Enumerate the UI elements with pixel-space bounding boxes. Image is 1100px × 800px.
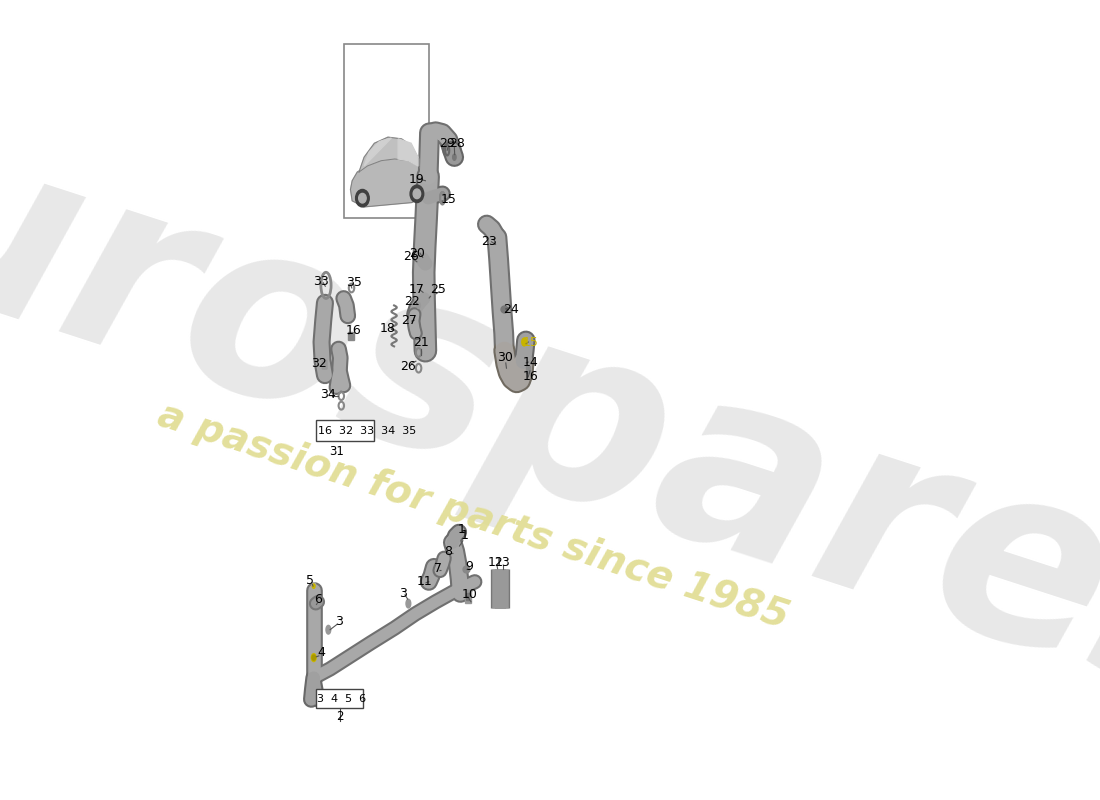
Bar (316, 421, 374, 442)
Bar (348, 331, 353, 340)
Text: 19: 19 (409, 173, 425, 186)
Ellipse shape (355, 190, 370, 207)
Text: 35: 35 (346, 276, 362, 290)
Text: 18: 18 (379, 322, 395, 335)
Text: 3  4  5  6: 3 4 5 6 (318, 694, 366, 703)
Text: 28: 28 (449, 137, 464, 150)
Bar (466, 593, 470, 600)
Polygon shape (364, 138, 392, 166)
Ellipse shape (326, 626, 331, 634)
Text: 7: 7 (433, 562, 442, 575)
Text: 1: 1 (461, 529, 469, 542)
Text: 2: 2 (336, 710, 343, 723)
Text: 23: 23 (481, 235, 496, 248)
Text: 12: 12 (487, 556, 503, 569)
Ellipse shape (410, 185, 424, 202)
Text: 5: 5 (306, 574, 313, 587)
Ellipse shape (312, 655, 316, 660)
Bar (526, 366, 529, 373)
Text: 33: 33 (312, 274, 329, 287)
Ellipse shape (359, 194, 366, 203)
Ellipse shape (417, 302, 420, 309)
Ellipse shape (312, 584, 315, 588)
FancyBboxPatch shape (452, 538, 458, 546)
Ellipse shape (453, 154, 456, 160)
FancyBboxPatch shape (322, 360, 327, 369)
Text: 15: 15 (441, 193, 456, 206)
Text: 15: 15 (522, 335, 539, 349)
Text: 3: 3 (399, 586, 407, 600)
Text: 26: 26 (400, 360, 416, 373)
Text: 25: 25 (430, 283, 446, 296)
Text: 31: 31 (329, 445, 344, 458)
Text: 26: 26 (403, 250, 419, 263)
Polygon shape (359, 137, 419, 172)
Ellipse shape (452, 153, 456, 162)
Text: 4: 4 (317, 646, 326, 659)
Bar (316, 689, 363, 708)
Text: 21: 21 (414, 335, 429, 349)
Text: 9: 9 (465, 561, 474, 574)
Text: 16: 16 (524, 370, 539, 383)
Text: 1: 1 (458, 523, 465, 536)
Text: 8: 8 (444, 545, 452, 558)
Text: 16: 16 (345, 324, 361, 337)
Text: 22: 22 (405, 294, 420, 307)
Ellipse shape (521, 338, 527, 346)
Text: 11: 11 (416, 575, 432, 588)
Bar (343, 44, 429, 218)
Ellipse shape (311, 654, 316, 662)
Text: 13: 13 (495, 556, 510, 569)
Text: 10: 10 (461, 588, 477, 602)
Ellipse shape (414, 189, 420, 198)
Text: eurospares: eurospares (0, 44, 1100, 762)
Text: 29: 29 (439, 137, 454, 150)
Text: 16  32  33  34  35: 16 32 33 34 35 (318, 426, 417, 436)
Text: 32: 32 (311, 358, 327, 370)
Text: 6: 6 (315, 593, 322, 606)
Text: 17: 17 (409, 283, 425, 296)
Text: 27: 27 (402, 314, 417, 326)
Polygon shape (398, 139, 418, 166)
Text: 34: 34 (320, 388, 337, 401)
Text: 24: 24 (503, 303, 518, 316)
Text: a passion for parts since 1985: a passion for parts since 1985 (153, 396, 793, 637)
Ellipse shape (311, 582, 316, 590)
Bar (464, 590, 471, 602)
Text: 3: 3 (334, 614, 342, 627)
Text: 30: 30 (497, 351, 513, 364)
Text: 14: 14 (524, 355, 539, 369)
Ellipse shape (406, 599, 410, 608)
Text: 20: 20 (409, 246, 426, 260)
Polygon shape (351, 159, 425, 207)
